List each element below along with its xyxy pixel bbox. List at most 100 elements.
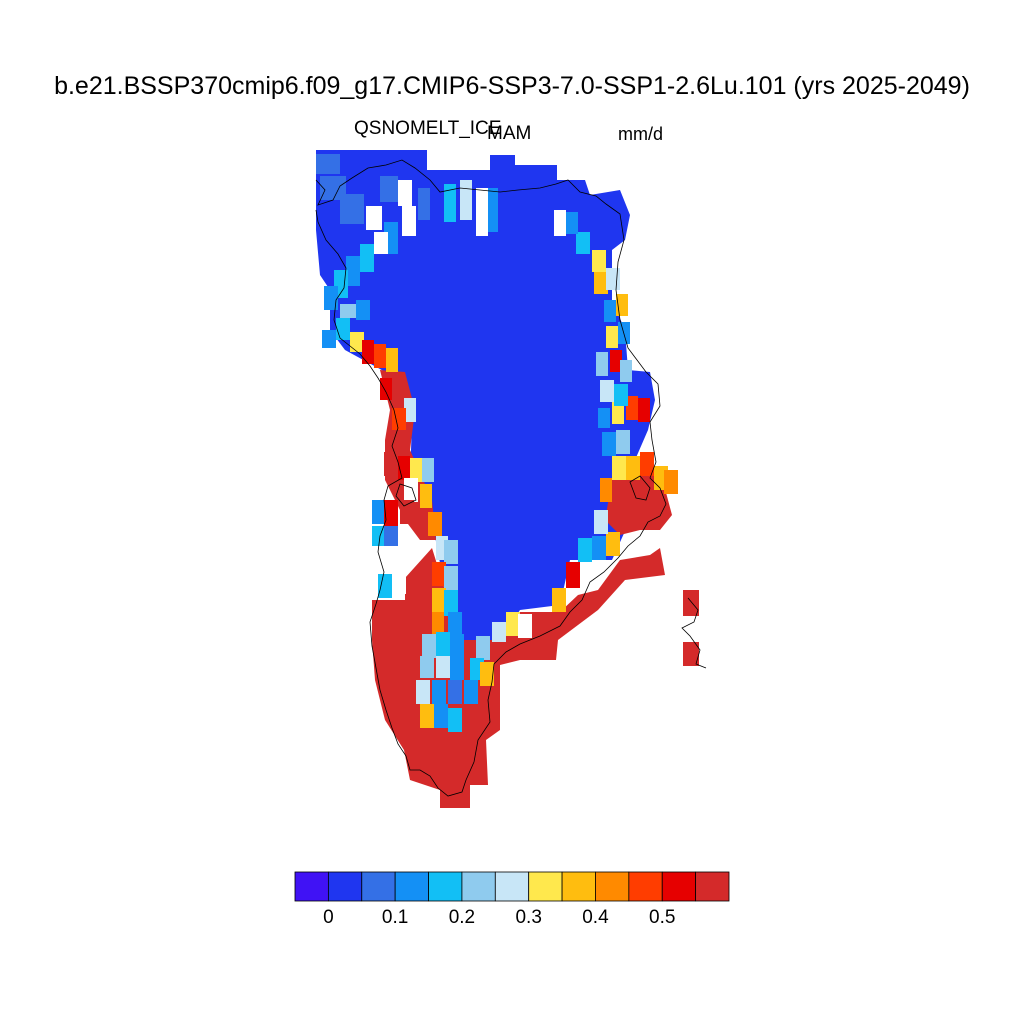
grid-cell bbox=[402, 206, 416, 236]
grid-cell bbox=[372, 526, 384, 546]
margin-cells bbox=[316, 154, 678, 732]
grid-cell bbox=[392, 574, 406, 594]
grid-cell bbox=[384, 500, 398, 526]
grid-cell bbox=[600, 380, 614, 402]
grid-cell bbox=[392, 408, 406, 430]
coastline-fjord bbox=[629, 475, 651, 501]
grid-cell bbox=[444, 540, 458, 564]
grid-cell bbox=[464, 680, 478, 704]
grid-cell bbox=[476, 636, 490, 660]
grid-cell bbox=[612, 456, 626, 480]
grid-cell bbox=[460, 180, 472, 220]
grid-cell bbox=[592, 536, 606, 560]
grid-cell bbox=[578, 538, 592, 562]
grid-cell bbox=[600, 478, 612, 502]
grid-cell bbox=[594, 510, 608, 534]
grid-cell bbox=[518, 614, 532, 638]
colorbar-swatch bbox=[661, 871, 697, 902]
grid-cell bbox=[374, 344, 386, 368]
colorbar-swatch bbox=[595, 871, 630, 902]
colorbar-swatch bbox=[461, 871, 496, 902]
grid-cell bbox=[356, 300, 370, 320]
grid-cell bbox=[434, 704, 448, 728]
grid-cell bbox=[640, 452, 654, 476]
grid-cell bbox=[450, 634, 464, 658]
grid-cell bbox=[420, 704, 434, 728]
grid-cell bbox=[606, 532, 620, 556]
grid-cell bbox=[492, 622, 506, 642]
season-label: MAM bbox=[487, 123, 532, 144]
colorbar-swatch bbox=[294, 871, 329, 902]
colorbar-swatch bbox=[361, 871, 396, 902]
variable-label: QSNOMELT_ICE bbox=[354, 118, 502, 139]
grid-cell bbox=[614, 384, 628, 406]
grid-cell bbox=[432, 588, 446, 612]
grid-cell bbox=[444, 566, 458, 590]
grid-cell bbox=[576, 232, 590, 254]
grid-cell bbox=[488, 188, 498, 232]
grid-cell bbox=[340, 304, 356, 318]
grid-cell bbox=[626, 456, 640, 480]
grid-cell bbox=[602, 432, 616, 456]
coastline-fjord bbox=[395, 483, 417, 507]
island-block bbox=[683, 642, 699, 666]
grid-cell bbox=[432, 562, 446, 586]
colorbar-swatch bbox=[628, 871, 663, 902]
grid-cell bbox=[386, 348, 398, 372]
units-label: mm/d bbox=[618, 124, 663, 144]
grid-cell bbox=[420, 656, 434, 678]
grid-cell bbox=[554, 210, 566, 236]
grid-cell bbox=[384, 526, 398, 546]
grid-cell bbox=[380, 378, 392, 400]
grid-cell bbox=[392, 384, 404, 406]
grid-cell bbox=[360, 244, 374, 272]
coastline-island bbox=[681, 597, 707, 669]
grid-cell bbox=[620, 360, 632, 382]
grid-cell bbox=[436, 632, 450, 658]
grid-cell bbox=[444, 590, 458, 616]
colorbar-tick-label: 0.4 bbox=[582, 907, 609, 928]
grid-cell bbox=[416, 680, 430, 704]
grid-cell bbox=[566, 212, 578, 234]
grid-cell bbox=[366, 206, 382, 230]
grid-cell bbox=[448, 680, 462, 704]
grid-cell bbox=[616, 430, 630, 454]
grid-cell bbox=[378, 574, 392, 598]
grid-cell bbox=[374, 232, 388, 254]
colorbar-swatch bbox=[327, 871, 363, 902]
grid-cell bbox=[604, 300, 616, 322]
ice-sheet-interior bbox=[316, 150, 655, 640]
grid-cell bbox=[380, 176, 398, 202]
grid-cell bbox=[596, 352, 608, 376]
colorbar-swatch bbox=[695, 871, 730, 902]
grid-cell bbox=[418, 188, 430, 220]
colorbar-swatch bbox=[394, 871, 429, 902]
grid-cell bbox=[432, 680, 446, 704]
grid-cell bbox=[436, 656, 450, 678]
colorbar-tick-label: 0.2 bbox=[448, 907, 476, 928]
grid-cell bbox=[448, 708, 462, 732]
grid-cell bbox=[598, 408, 610, 428]
grid-cell bbox=[450, 656, 464, 680]
figure-title: b.e21.BSSP370cmip6.f09_g17.CMIP6-SSP3-7.… bbox=[54, 72, 970, 100]
grid-cell bbox=[626, 396, 638, 420]
colorbar bbox=[294, 871, 730, 902]
island-block bbox=[683, 590, 699, 616]
grid-cell bbox=[428, 512, 442, 536]
colorbar-swatch bbox=[428, 871, 463, 902]
colorbar-tick-label: 0 bbox=[323, 907, 334, 928]
grid-cell bbox=[476, 188, 488, 236]
grid-cell bbox=[420, 484, 432, 508]
grid-cell bbox=[324, 286, 338, 310]
grid-cell bbox=[606, 326, 618, 348]
grid-cell bbox=[606, 268, 620, 290]
grid-cell bbox=[506, 612, 520, 636]
colorbar-tick-label: 0.5 bbox=[649, 907, 676, 928]
grid-cell bbox=[410, 458, 422, 482]
grid-cell bbox=[372, 500, 386, 524]
grid-cell bbox=[432, 612, 444, 634]
colorbar-swatch bbox=[528, 871, 563, 902]
grid-cell bbox=[592, 250, 606, 272]
grid-cell bbox=[448, 612, 462, 634]
colorbar-tick-label: 0.1 bbox=[381, 907, 409, 928]
